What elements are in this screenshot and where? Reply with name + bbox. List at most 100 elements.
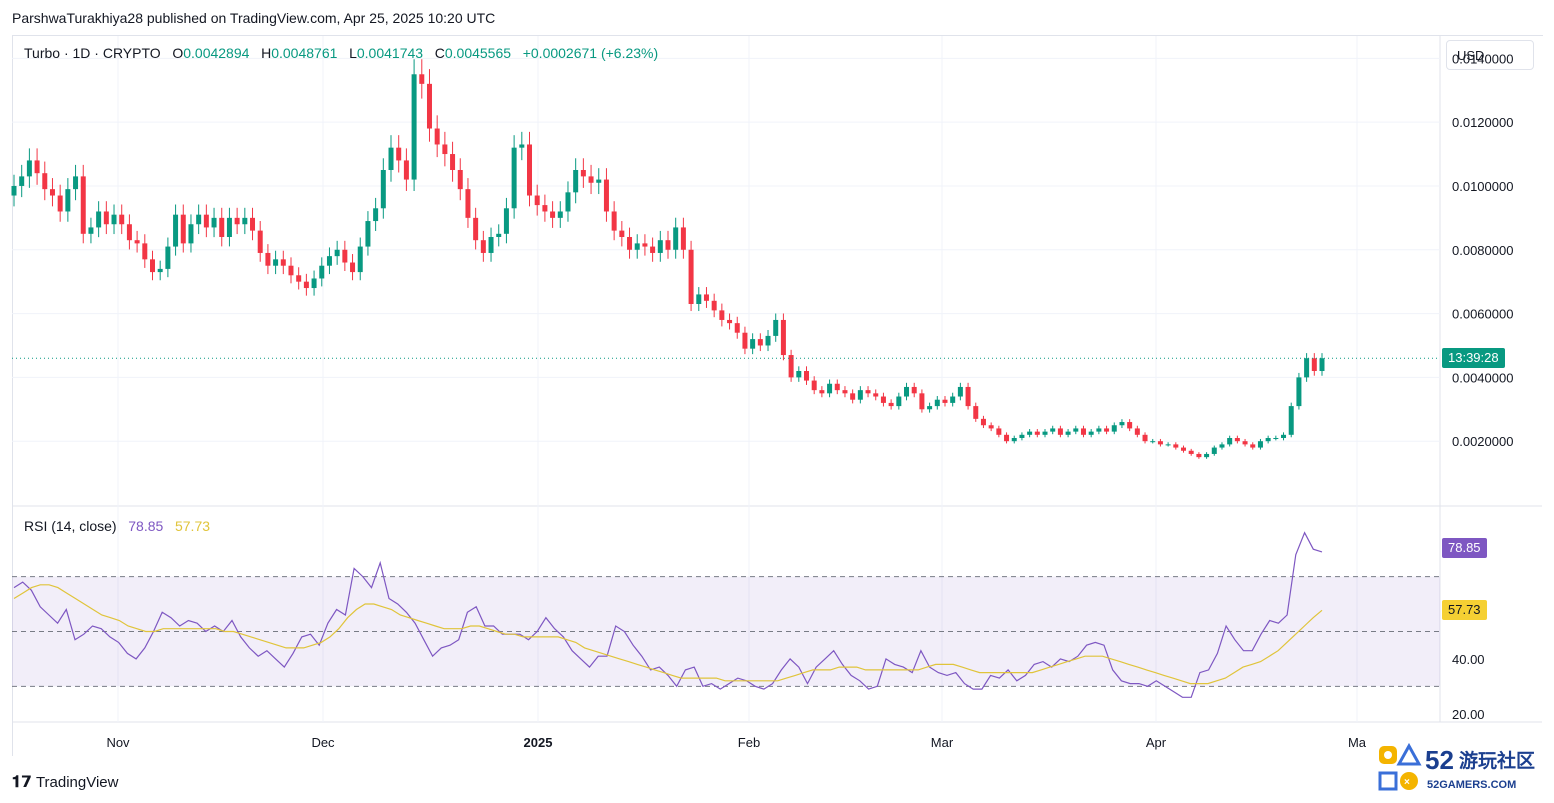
candle-body — [126, 224, 132, 241]
candle-body — [442, 144, 448, 155]
candle-body — [419, 74, 425, 84]
candle-body — [1173, 444, 1179, 448]
candle-body — [380, 170, 386, 209]
candle-body — [1150, 441, 1156, 443]
candle-body — [265, 252, 271, 266]
open-label: O — [172, 45, 184, 61]
rsi-title[interactable]: RSI (14, close) — [24, 518, 117, 534]
candle-body — [11, 185, 17, 196]
candle-body — [880, 396, 886, 403]
svg-text:×: × — [1404, 777, 1410, 788]
price-tick-label: 0.0080000 — [1452, 243, 1513, 258]
candle-body — [519, 144, 525, 148]
candle-body — [57, 195, 63, 212]
candle-body — [373, 208, 379, 222]
candle-body — [942, 399, 948, 403]
candle-body — [434, 128, 440, 145]
price-tick-label: 0.0120000 — [1452, 115, 1513, 130]
rsi-tick-label: 40.00 — [1452, 652, 1485, 667]
candle-body — [1088, 431, 1094, 435]
candle-body — [734, 323, 740, 333]
tradingview-logo-icon: 𝟏𝟳 — [12, 774, 33, 791]
candle-body — [1034, 431, 1040, 435]
candle-body — [273, 259, 279, 266]
candle-body — [627, 237, 633, 250]
candle-body — [1227, 438, 1233, 445]
candle-body — [226, 217, 232, 237]
candle-body — [1004, 434, 1010, 442]
rsi-value-tag: 78.85 — [1442, 538, 1487, 558]
high-value: 0.0048761 — [271, 45, 338, 61]
candle-body — [103, 211, 109, 225]
candle-body — [619, 230, 625, 237]
watermark-name: 游玩社区 — [1459, 749, 1535, 772]
candle-body — [580, 170, 586, 177]
change-value: +0.0002671 (+6.23%) — [522, 45, 659, 61]
candle-body — [904, 386, 910, 397]
candle-body — [296, 275, 302, 282]
time-axis: Nov Dec 2025 Feb Mar Apr Ma — [106, 735, 1366, 750]
candle-body — [1281, 434, 1287, 438]
candle-body — [465, 189, 471, 218]
currency-button[interactable]: USD — [1446, 40, 1534, 70]
candle-body — [980, 418, 986, 426]
candle-body — [357, 246, 363, 273]
candle-body — [196, 214, 202, 225]
candle-body — [1242, 441, 1248, 445]
candle-body — [1050, 428, 1056, 432]
candle-body — [1057, 428, 1063, 435]
candle-body — [834, 383, 840, 391]
rsi-legend: RSI (14, close) 78.85 57.73 — [24, 518, 210, 534]
candle-body — [42, 173, 48, 190]
candle-body — [157, 268, 163, 273]
candle-body — [173, 214, 179, 247]
candle-body — [496, 233, 502, 237]
rsi-value: 78.85 — [128, 518, 164, 534]
candle-body — [303, 281, 309, 289]
candle-body — [165, 246, 171, 269]
candle-body — [565, 192, 571, 212]
symbol-label[interactable]: Turbo · 1D · CRYPTO — [24, 45, 161, 61]
candle-body — [96, 211, 102, 228]
candle-body — [1042, 431, 1048, 435]
candle-body — [73, 176, 79, 190]
rsi-ma-value-tag: 57.73 — [1442, 600, 1487, 620]
candle-body — [750, 339, 756, 349]
candle-body — [1111, 425, 1117, 432]
candle-body — [188, 224, 194, 244]
candle-body — [1273, 438, 1279, 439]
price-tick-label: 0.0020000 — [1452, 434, 1513, 449]
candle-body — [557, 211, 563, 218]
close-label: C — [434, 45, 445, 61]
candle-body — [280, 259, 286, 266]
candle-body — [703, 294, 709, 301]
candle-body — [288, 265, 294, 276]
time-tick-label: 2025 — [524, 735, 553, 750]
candle-body — [973, 406, 979, 419]
candle-body — [1065, 431, 1071, 435]
candle-body — [88, 227, 94, 234]
time-tick-label: Dec — [311, 735, 335, 750]
candle-body — [780, 319, 786, 356]
candle-body — [1019, 434, 1025, 438]
candle-body — [550, 211, 556, 218]
price-tick-label: 0.0140000 — [1452, 51, 1513, 66]
candle-body — [634, 243, 640, 250]
tradingview-logo[interactable]: 𝟏𝟳 TradingView — [12, 772, 118, 792]
candle-body — [603, 179, 609, 212]
candle-body — [573, 170, 579, 193]
candle-body — [1234, 438, 1240, 442]
candle-body — [1188, 450, 1194, 454]
time-tick-label: Ma — [1348, 735, 1367, 750]
price-tick-label: 0.0060000 — [1452, 307, 1513, 322]
close-value: 0.0045565 — [444, 45, 512, 61]
open-value: 0.0042894 — [183, 45, 250, 61]
candle-body — [934, 399, 940, 407]
candle-body — [988, 425, 994, 429]
candle-body — [650, 246, 656, 253]
candle-body — [765, 335, 771, 346]
high-label: H — [261, 45, 272, 61]
candle-body — [911, 386, 917, 394]
candle-body — [511, 147, 517, 209]
